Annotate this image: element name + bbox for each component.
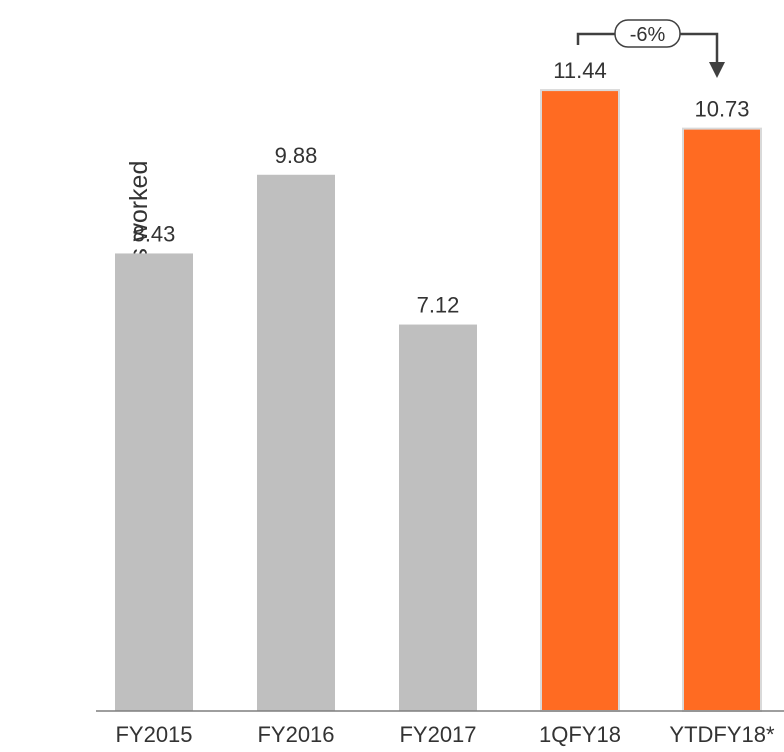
bar-value-label: 11.44	[553, 58, 606, 83]
bar-fy2015	[115, 253, 193, 711]
change-bracket	[576, 32, 719, 62]
bars-group: 8.43 FY2015 9.88 FY2016 7.12 FY2017 11.44 1QFY1…	[115, 58, 775, 747]
bar-1qfy18	[540, 89, 620, 712]
down-arrow-icon	[709, 62, 725, 78]
change-label: -6%	[630, 24, 666, 46]
x-tick-label: YTDFY18*	[669, 722, 775, 747]
bar-value-label: 10.73	[694, 97, 749, 122]
x-tick-label: FY2017	[399, 722, 476, 747]
bar-value-label: 9.88	[275, 143, 318, 168]
bar-fy2017	[399, 324, 477, 711]
bar-ytdfy18	[682, 127, 762, 713]
bar-fy2016	[257, 174, 335, 711]
x-tick-label: 1QFY18	[539, 722, 621, 747]
bar-value-label: 8.43	[133, 221, 176, 246]
bar-value-label: 7.12	[417, 293, 460, 318]
change-badge	[614, 19, 681, 48]
change-annotation: -6%	[576, 19, 725, 78]
x-tick-label: FY2015	[115, 722, 192, 747]
x-tick-label: FY2016	[257, 722, 334, 747]
